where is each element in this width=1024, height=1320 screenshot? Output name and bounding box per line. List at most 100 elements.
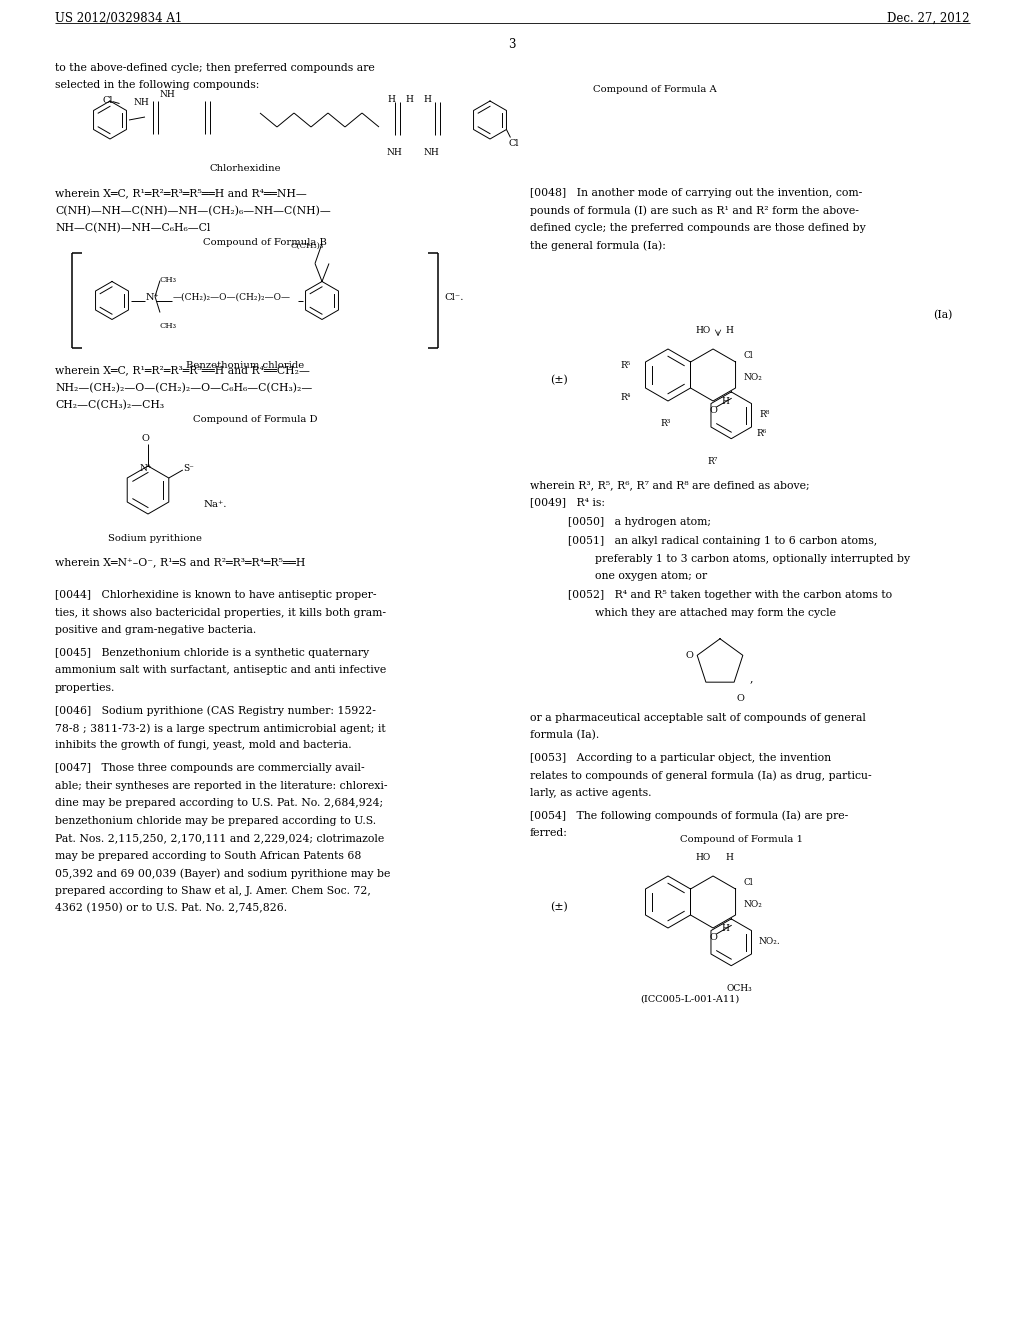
Text: wherein X═C, R¹═R²═R³═R⁵══H and R⁴══CH₂—: wherein X═C, R¹═R²═R³═R⁵══H and R⁴══CH₂—: [55, 366, 310, 375]
Text: larly, as active agents.: larly, as active agents.: [530, 788, 651, 799]
Text: CH₂—C(CH₃)₂—CH₃: CH₂—C(CH₃)₂—CH₃: [55, 400, 164, 411]
Text: Compound of Formula D: Compound of Formula D: [193, 414, 317, 424]
Text: H: H: [387, 95, 395, 104]
Text: [0045]   Benzethonium chloride is a synthetic quaternary: [0045] Benzethonium chloride is a synthe…: [55, 648, 369, 657]
Text: or a pharmaceutical acceptable salt of compounds of general: or a pharmaceutical acceptable salt of c…: [530, 713, 866, 723]
Text: which they are attached may form the cycle: which they are attached may form the cyc…: [595, 607, 836, 618]
Text: HO: HO: [695, 326, 711, 335]
Text: NH: NH: [424, 148, 439, 157]
Text: (±): (±): [550, 902, 567, 912]
Text: Cl: Cl: [743, 351, 753, 360]
Text: [0053]   According to a particular object, the invention: [0053] According to a particular object,…: [530, 752, 831, 763]
Text: H: H: [725, 853, 733, 862]
Text: NH: NH: [133, 98, 148, 107]
Text: CH₃: CH₃: [160, 322, 177, 330]
Text: H: H: [721, 924, 729, 933]
Text: [0051]   an alkyl radical containing 1 to 6 carbon atoms,: [0051] an alkyl radical containing 1 to …: [568, 536, 878, 546]
Text: HO: HO: [695, 853, 711, 862]
Text: ammonium salt with surfactant, antiseptic and anti infective: ammonium salt with surfactant, antisepti…: [55, 665, 386, 676]
Text: inhibits the growth of fungi, yeast, mold and bacteria.: inhibits the growth of fungi, yeast, mol…: [55, 741, 351, 751]
Text: may be prepared according to South African Patents 68: may be prepared according to South Afric…: [55, 851, 361, 861]
Text: NH: NH: [160, 90, 176, 99]
Text: preferably 1 to 3 carbon atoms, optionally interrupted by: preferably 1 to 3 carbon atoms, optional…: [595, 553, 910, 564]
Text: R⁷: R⁷: [708, 457, 718, 466]
Text: N⁺: N⁺: [140, 465, 153, 473]
Text: Cl⁻.: Cl⁻.: [444, 293, 464, 301]
Text: positive and gram-negative bacteria.: positive and gram-negative bacteria.: [55, 624, 256, 635]
Text: H: H: [721, 397, 729, 407]
Text: ,: ,: [750, 673, 754, 682]
Text: S⁻: S⁻: [183, 465, 194, 473]
Text: Cl: Cl: [743, 878, 753, 887]
Text: R³: R³: [660, 418, 671, 428]
Text: one oxygen atom; or: one oxygen atom; or: [595, 572, 708, 581]
Text: wherein X═N⁺–O⁻, R¹═S and R²═R³═R⁴═R⁵══H: wherein X═N⁺–O⁻, R¹═S and R²═R³═R⁴═R⁵══H: [55, 557, 305, 568]
Text: (±): (±): [550, 375, 567, 385]
Text: Compound of Formula B: Compound of Formula B: [203, 238, 327, 247]
Text: [0046]   Sodium pyrithione (CAS Registry number: 15922-: [0046] Sodium pyrithione (CAS Registry n…: [55, 705, 376, 715]
Text: benzethonium chloride may be prepared according to U.S.: benzethonium chloride may be prepared ac…: [55, 816, 376, 826]
Text: NO₂.: NO₂.: [759, 937, 780, 946]
Text: —(CH₂)₂—O—(CH₂)₂—O—: —(CH₂)₂—O—(CH₂)₂—O—: [173, 293, 291, 301]
Text: able; their syntheses are reported in the literature: chlorexi-: able; their syntheses are reported in th…: [55, 780, 387, 791]
Text: the general formula (Ia):: the general formula (Ia):: [530, 240, 666, 251]
Text: O: O: [685, 651, 693, 660]
Text: Compound of Formula 1: Compound of Formula 1: [681, 836, 804, 843]
Text: C(NH)—NH—C(NH)—NH—(CH₂)₆—NH—C(NH)—: C(NH)—NH—C(NH)—NH—(CH₂)₆—NH—C(NH)—: [55, 206, 331, 215]
Text: US 2012/0329834 A1: US 2012/0329834 A1: [55, 12, 182, 25]
Text: Benzethonium chloride: Benzethonium chloride: [186, 360, 304, 370]
Text: wherein R³, R⁵, R⁶, R⁷ and R⁸ are defined as above;: wherein R³, R⁵, R⁶, R⁷ and R⁸ are define…: [530, 480, 810, 490]
Text: H: H: [725, 326, 733, 335]
Text: ferred:: ferred:: [530, 828, 568, 838]
Text: dine may be prepared according to U.S. Pat. No. 2,684,924;: dine may be prepared according to U.S. P…: [55, 799, 383, 808]
Text: [0049]   R⁴ is:: [0049] R⁴ is:: [530, 498, 605, 507]
Text: 4362 (1950) or to U.S. Pat. No. 2,745,826.: 4362 (1950) or to U.S. Pat. No. 2,745,82…: [55, 903, 287, 913]
Text: NO₂: NO₂: [743, 374, 762, 381]
Text: R⁸: R⁸: [759, 411, 769, 418]
Text: Dec. 27, 2012: Dec. 27, 2012: [888, 12, 970, 25]
Text: OCH₃: OCH₃: [726, 983, 752, 993]
Text: formula (Ia).: formula (Ia).: [530, 730, 599, 741]
Text: Pat. Nos. 2,115,250, 2,170,111 and 2,229,024; clotrimazole: Pat. Nos. 2,115,250, 2,170,111 and 2,229…: [55, 833, 384, 843]
Text: Na⁺.: Na⁺.: [203, 500, 226, 510]
Text: R⁴: R⁴: [620, 393, 631, 403]
Text: relates to compounds of general formula (Ia) as drug, particu-: relates to compounds of general formula …: [530, 771, 871, 781]
Text: 3: 3: [508, 38, 516, 51]
Text: C(CH₃)₃: C(CH₃)₃: [290, 242, 324, 249]
Text: Sodium pyrithione: Sodium pyrithione: [108, 535, 202, 543]
Text: properties.: properties.: [55, 682, 116, 693]
Text: [0047]   Those three compounds are commercially avail-: [0047] Those three compounds are commerc…: [55, 763, 365, 774]
Text: 78-8 ; 3811-73-2) is a large spectrum antimicrobial agent; it: 78-8 ; 3811-73-2) is a large spectrum an…: [55, 723, 386, 734]
Text: H: H: [423, 95, 431, 104]
Text: Cl: Cl: [509, 139, 519, 148]
Text: defined cycle; the preferred compounds are those defined by: defined cycle; the preferred compounds a…: [530, 223, 865, 234]
Text: [0052]   R⁴ and R⁵ taken together with the carbon atoms to: [0052] R⁴ and R⁵ taken together with the…: [568, 590, 892, 601]
Text: NH: NH: [386, 148, 401, 157]
Text: NH₂—(CH₂)₂—O—(CH₂)₂—O—C₆H₆—C(CH₃)₂—: NH₂—(CH₂)₂—O—(CH₂)₂—O—C₆H₆—C(CH₃)₂—: [55, 383, 312, 393]
Text: [0044]   Chlorhexidine is known to have antiseptic proper-: [0044] Chlorhexidine is known to have an…: [55, 590, 377, 601]
Text: R⁶: R⁶: [757, 429, 767, 438]
Text: Chlorhexidine: Chlorhexidine: [209, 164, 281, 173]
Text: N⁺: N⁺: [146, 293, 160, 301]
Text: NH—C(NH)—NH—C₆H₆—Cl: NH—C(NH)—NH—C₆H₆—Cl: [55, 223, 210, 234]
Text: pounds of formula (I) are such as R¹ and R² form the above-: pounds of formula (I) are such as R¹ and…: [530, 206, 859, 216]
Text: to the above-defined cycle; then preferred compounds are: to the above-defined cycle; then preferr…: [55, 63, 375, 73]
Text: [0050]   a hydrogen atom;: [0050] a hydrogen atom;: [568, 516, 711, 527]
Text: [0048]   In another mode of carrying out the invention, com-: [0048] In another mode of carrying out t…: [530, 187, 862, 198]
Text: H: H: [406, 95, 413, 104]
Text: ties, it shows also bactericidal properties, it kills both gram-: ties, it shows also bactericidal propert…: [55, 607, 386, 618]
Text: (Ia): (Ia): [933, 310, 952, 321]
Text: O: O: [709, 933, 717, 942]
Text: Compound of Formula A: Compound of Formula A: [593, 84, 717, 94]
Text: R⁵: R⁵: [620, 360, 631, 370]
Text: CH₃: CH₃: [160, 276, 177, 285]
Text: [0054]   The following compounds of formula (Ia) are pre-: [0054] The following compounds of formul…: [530, 810, 848, 821]
Text: (ICC005-L-001-A11): (ICC005-L-001-A11): [640, 995, 739, 1005]
Text: 05,392 and 69 00,039 (Bayer) and sodium pyrithione may be: 05,392 and 69 00,039 (Bayer) and sodium …: [55, 869, 390, 879]
Text: NO₂: NO₂: [743, 900, 762, 909]
Text: O: O: [141, 434, 148, 444]
Text: prepared according to Shaw et al, J. Amer. Chem Soc. 72,: prepared according to Shaw et al, J. Ame…: [55, 886, 371, 896]
Text: O: O: [736, 694, 744, 704]
Text: O: O: [709, 407, 717, 414]
Text: selected in the following compounds:: selected in the following compounds:: [55, 81, 259, 91]
